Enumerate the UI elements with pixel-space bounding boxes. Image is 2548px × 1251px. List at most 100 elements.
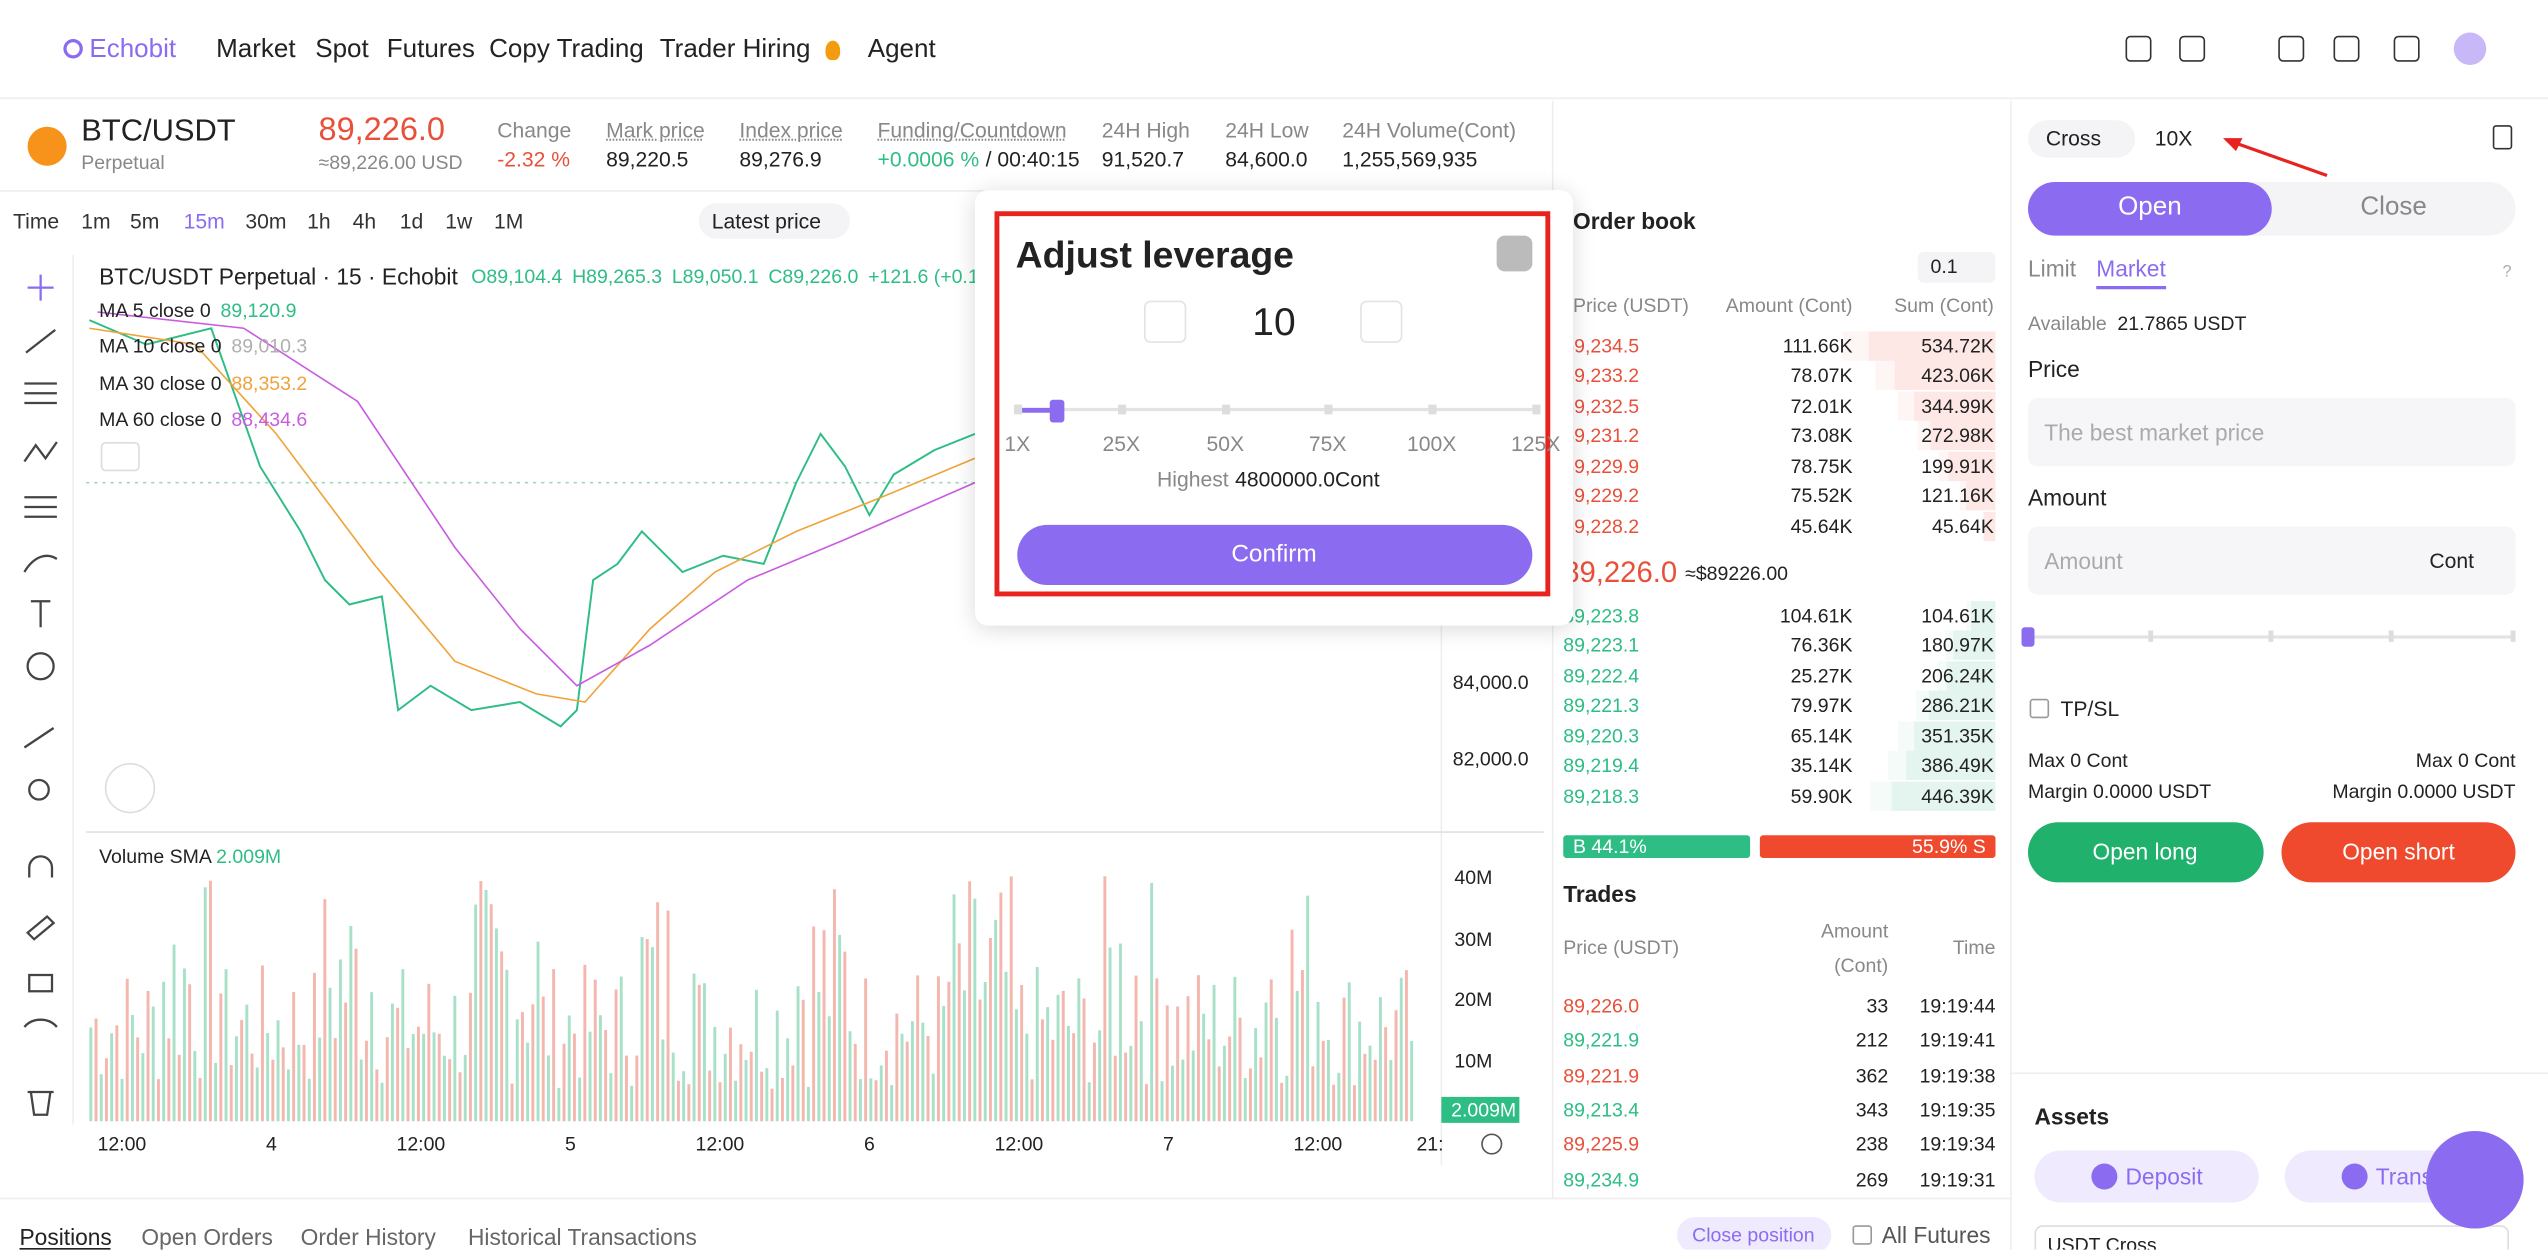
interval[interactable]: Time	[13, 208, 60, 234]
account-select[interactable]	[2034, 1225, 2509, 1250]
plus-btn[interactable]	[1360, 300, 1403, 343]
col-header: Time	[1952, 936, 1996, 959]
stat-value: 91,520.7	[1101, 147, 1184, 172]
bottom-tab[interactable]: Order History	[300, 1223, 436, 1250]
interval[interactable]: 5m	[130, 208, 160, 234]
close-tab-label[interactable]: Close	[2360, 193, 2427, 221]
all-futures-checkbox[interactable]	[1852, 1225, 1872, 1245]
deposit-label[interactable]: Deposit	[2125, 1163, 2203, 1190]
slider-tick: 50X	[1206, 431, 1245, 456]
interval[interactable]: 1w	[445, 208, 473, 234]
volume-decor-bar	[957, 943, 961, 1122]
depth-bar	[1966, 481, 1996, 511]
open-tab[interactable]	[2028, 182, 2272, 236]
ob-amount: 76.36K	[1790, 633, 1853, 657]
volume-decor-bar	[151, 1006, 155, 1122]
interval[interactable]: 1m	[81, 208, 111, 234]
col-header: Sum (Cont)	[1894, 294, 1994, 317]
avatar[interactable]	[2453, 32, 2487, 65]
volume-decor-bar	[396, 1007, 400, 1122]
trade-price: 89,234.9	[1563, 1167, 1640, 1191]
order-type[interactable]: Market	[2096, 255, 2166, 282]
transfer-label[interactable]: Transf	[2375, 1163, 2440, 1190]
volume-decor-bar	[505, 969, 509, 1122]
header-icon[interactable]	[2278, 35, 2305, 62]
interval[interactable]: 1d	[399, 208, 424, 234]
minus-btn[interactable]	[1144, 300, 1187, 343]
ob-amount: 79.97K	[1790, 694, 1853, 717]
volume-value: 2.009M	[216, 845, 282, 868]
interval[interactable]: 30m	[245, 208, 287, 234]
margin-mode-btn[interactable]	[2028, 120, 2136, 158]
chat-bubble[interactable]	[2426, 1131, 2524, 1229]
volume-decor-bar	[682, 1071, 686, 1122]
volume-decor-bar	[1399, 977, 1403, 1122]
close-position-btn[interactable]	[1677, 1217, 1832, 1250]
bottom-tab[interactable]: Open Orders	[141, 1223, 273, 1250]
ob-amount: 65.14K	[1790, 724, 1853, 747]
nav-item[interactable]: Trader Hiring	[659, 35, 811, 64]
close-btn[interactable]	[1496, 235, 1533, 272]
volume-decor-bar	[1118, 943, 1122, 1122]
depth-bar	[1946, 660, 1996, 690]
nav-item[interactable]: Market	[216, 35, 296, 64]
interval[interactable]: 4h	[352, 208, 377, 234]
tpsl-checkbox[interactable]	[2029, 698, 2050, 719]
ohlc: H89,265.3	[572, 264, 663, 288]
ob-amount: 45.64K	[1790, 514, 1853, 538]
bottom-tab[interactable]: Historical Transactions	[468, 1223, 697, 1250]
ob-price: 89,219.4	[1563, 754, 1640, 778]
slider-tick: 25X	[1102, 431, 1141, 456]
collapse-btn[interactable]	[100, 442, 140, 472]
red-arrow	[2223, 138, 2328, 178]
open-long-btn[interactable]	[2028, 822, 2264, 883]
volume-decor-bar	[728, 1027, 732, 1122]
confirm-btn[interactable]	[1017, 524, 1533, 585]
ob-price: 89,229.2	[1563, 484, 1640, 508]
volume-decor-bar	[94, 1018, 98, 1122]
ob-last-usd: ≈$89226.00	[1685, 562, 1789, 585]
time-axis-label: 7	[1162, 1132, 1174, 1156]
amount-handle[interactable]	[2021, 627, 2035, 647]
header-icon[interactable]	[2333, 35, 2360, 62]
nav-item[interactable]: Spot	[315, 35, 369, 64]
header-icon[interactable]	[2393, 35, 2420, 62]
open-long-label[interactable]: Open long	[2092, 838, 2198, 865]
open-tab-label[interactable]: Open	[2118, 193, 2182, 221]
ob-price: 89,232.5	[1563, 394, 1640, 417]
ohlc: L89,050.1	[671, 264, 759, 288]
nav-item[interactable]: Copy Trading	[489, 35, 644, 64]
volume-decor-bar	[1254, 1028, 1258, 1122]
slider-tick: 1X	[1004, 431, 1031, 456]
trade-price: 89,213.4	[1563, 1098, 1640, 1122]
col-header: Amount	[1821, 919, 1889, 943]
slider-handle[interactable]	[1049, 399, 1065, 423]
nav-item[interactable]: Agent	[867, 35, 936, 64]
interval[interactable]: 1M	[494, 208, 524, 234]
volume-decor-bar	[775, 1010, 779, 1122]
interval[interactable]: 15m	[183, 208, 225, 234]
price-type-btn[interactable]	[698, 203, 850, 239]
open-short-label[interactable]: Open short	[2342, 838, 2455, 865]
calc-icon[interactable]	[2492, 125, 2513, 150]
volume-decor-bar	[832, 889, 836, 1122]
buy-ratio-bar	[1563, 835, 1751, 858]
slider-dot	[2388, 630, 2394, 642]
bottom-tab[interactable]: Positions	[19, 1223, 112, 1250]
precision-select[interactable]	[1917, 251, 1996, 283]
deposit-btn[interactable]	[2034, 1150, 2259, 1203]
volume-decor-bar	[968, 881, 972, 1122]
nav-item[interactable]: Futures	[386, 35, 475, 64]
header-icon[interactable]	[2179, 35, 2206, 62]
interval[interactable]: 1h	[307, 208, 331, 234]
volume-decor-bar	[988, 938, 992, 1122]
amount-input[interactable]	[2028, 526, 2516, 595]
highest-value: 4800000.0Cont	[1235, 467, 1380, 492]
settings-icon	[1481, 1133, 1503, 1155]
header-icon[interactable]	[2125, 35, 2152, 62]
depth-bar	[1906, 751, 1996, 781]
order-type[interactable]: Limit	[2028, 255, 2077, 282]
volume-decor-bar	[905, 1041, 909, 1122]
price-input[interactable]	[2028, 398, 2516, 467]
open-short-btn[interactable]	[2281, 822, 2516, 883]
